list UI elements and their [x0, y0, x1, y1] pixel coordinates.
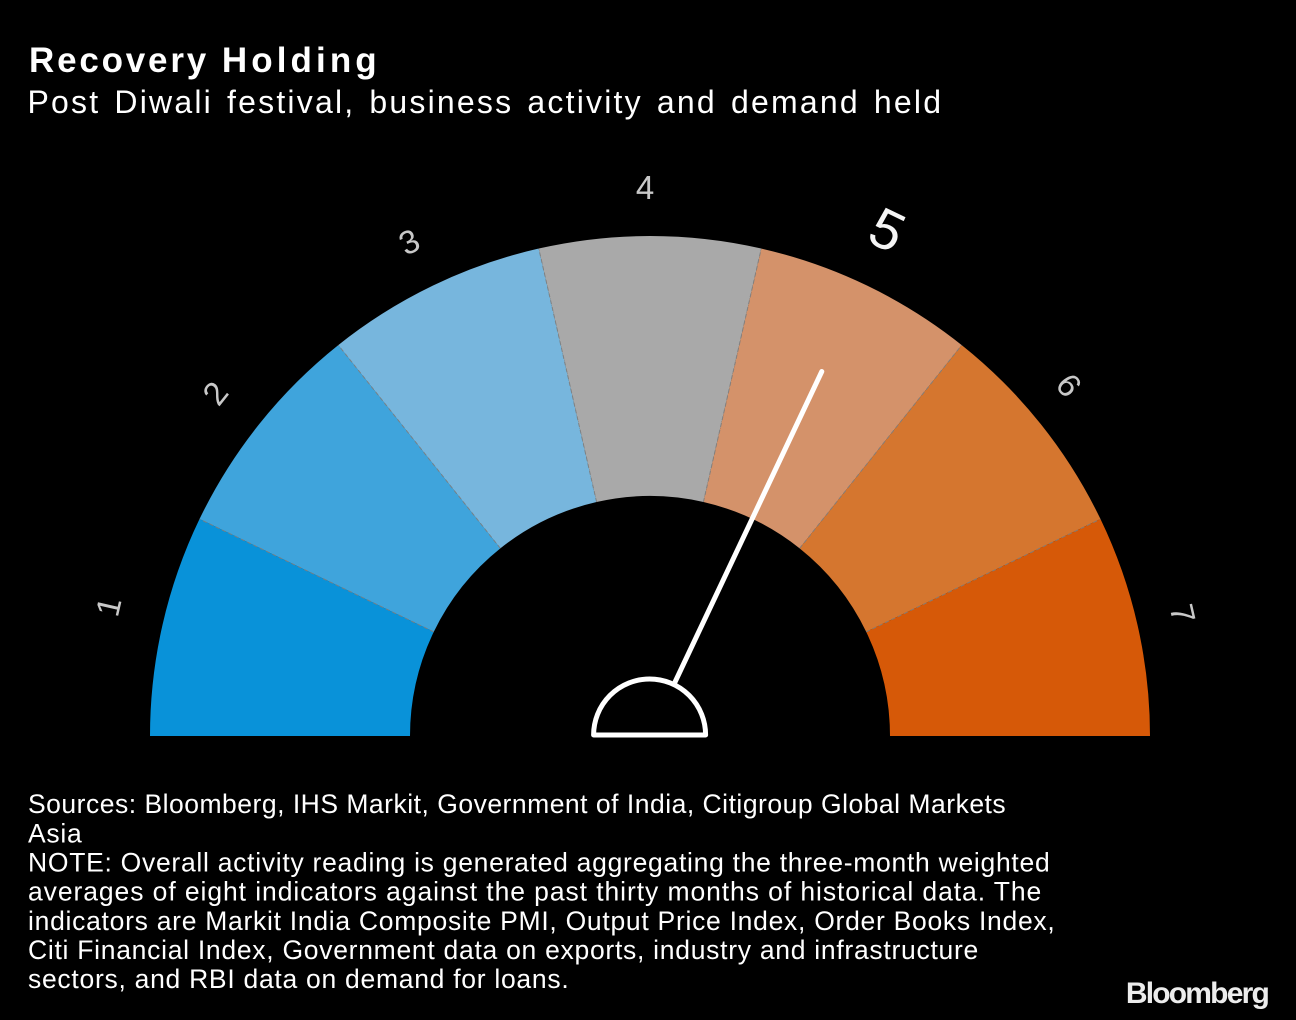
svg-text:averages of eight indicators a: averages of eight indicators against the… — [28, 877, 1042, 907]
svg-text:4: 4 — [636, 169, 654, 206]
svg-text:Citi Financial Index, Governme: Citi Financial Index, Government data on… — [28, 935, 979, 965]
svg-text:Post Diwali festival, business: Post Diwali festival, business activity … — [28, 84, 944, 120]
svg-text:indicators are Markit India Co: indicators are Markit India Composite PM… — [28, 906, 1055, 936]
svg-text:sectors, and RBI data on deman: sectors, and RBI data on demand for loan… — [28, 964, 569, 994]
svg-text:Recovery Holding: Recovery Holding — [29, 41, 381, 80]
svg-text:NOTE: Overall activity reading: NOTE: Overall activity reading is genera… — [28, 848, 1050, 878]
svg-text:Bloomberg: Bloomberg — [1126, 977, 1269, 1010]
svg-text:Asia: Asia — [28, 818, 82, 848]
svg-text:Sources: Bloomberg, IHS Markit: Sources: Bloomberg, IHS Markit, Governme… — [28, 789, 1006, 819]
